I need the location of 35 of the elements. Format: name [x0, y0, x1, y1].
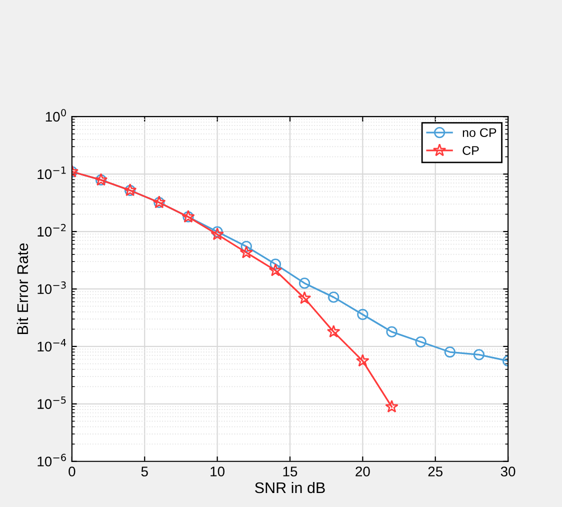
point — [240, 240, 252, 252]
point — [328, 292, 340, 303]
y-tick-label: 10$^{0}$ — [46, 109, 66, 122]
y-tick-label: 10$^{−5}$ — [38, 396, 66, 409]
point — [326, 324, 340, 338]
x-tick-label: 30 — [500, 466, 516, 476]
x-tick-label: 5 — [141, 466, 148, 476]
point — [473, 349, 485, 360]
point — [270, 258, 282, 270]
y-tick-label: 10$^{−4}$ — [38, 338, 66, 352]
x-tick-label: 20 — [356, 466, 370, 476]
point — [385, 400, 398, 413]
y-tick-label: 10$^{−3}$ — [38, 281, 66, 294]
x-axis-title: SNR in dB — [255, 482, 325, 494]
point — [298, 291, 312, 304]
point — [356, 354, 370, 367]
y-tick-label: 10$^{−6}$ — [38, 454, 66, 466]
point — [444, 346, 456, 358]
y-axis-title: Bit Error Rate — [16, 243, 28, 334]
x-tick-label: 10 — [210, 466, 224, 476]
legend-label: CP — [462, 146, 479, 155]
point — [298, 278, 310, 289]
x-tick-label: 25 — [428, 466, 443, 476]
y-tick-label: 10$^{−1}$ — [38, 166, 66, 180]
legend-label: no CP — [462, 128, 496, 138]
x-tick-label: 0 — [68, 466, 76, 476]
point — [357, 308, 368, 320]
point — [415, 336, 426, 348]
point — [240, 246, 254, 258]
point — [386, 326, 398, 338]
point — [268, 264, 282, 276]
y-tick-label: 10$^{−2}$ — [38, 224, 66, 237]
x-tick-label: 15 — [283, 466, 298, 476]
point — [212, 226, 223, 238]
point — [210, 227, 224, 240]
